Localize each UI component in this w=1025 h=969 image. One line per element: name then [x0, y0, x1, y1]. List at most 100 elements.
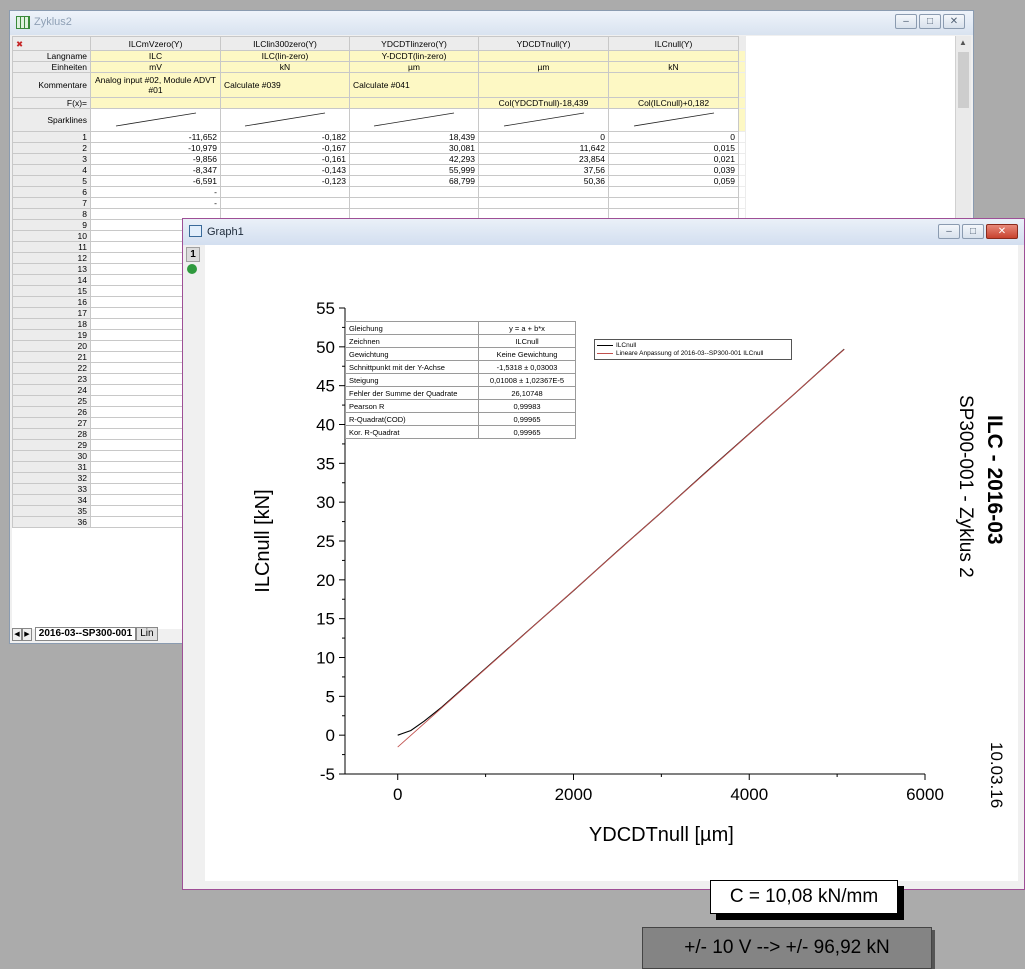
row-header[interactable]: 26	[12, 406, 91, 418]
meta-cell[interactable]	[220, 108, 350, 132]
row-header[interactable]: 15	[12, 285, 91, 297]
data-cell[interactable]: -	[90, 197, 221, 209]
row-header[interactable]: 24	[12, 384, 91, 396]
layer-badge[interactable]: 1	[186, 247, 200, 262]
tab-prev-icon[interactable]: ◀	[12, 628, 22, 641]
scrollbar-thumb[interactable]	[958, 52, 969, 108]
meta-cell[interactable]: Col(YDCDTnull)-18,439	[478, 97, 609, 109]
meta-cell[interactable]: µm	[349, 61, 479, 73]
row-header[interactable]: 28	[12, 428, 91, 440]
data-cell[interactable]: -0,167	[220, 142, 350, 154]
row-header[interactable]: 30	[12, 450, 91, 462]
data-cell[interactable]: -11,652	[90, 131, 221, 143]
row-header[interactable]: 21	[12, 351, 91, 363]
meta-cell[interactable]: Calculate #039	[220, 72, 350, 98]
row-header[interactable]: 17	[12, 307, 91, 319]
graph-maximize-button[interactable]: □	[962, 224, 984, 239]
row-header[interactable]: 33	[12, 483, 91, 495]
row-header[interactable]: 6	[12, 186, 91, 198]
tab-next-icon[interactable]: ▶	[22, 628, 32, 641]
column-header[interactable]: YDCDTnull(Y)	[478, 36, 609, 51]
data-cell[interactable]: 0,021	[608, 153, 739, 165]
data-cell[interactable]: 68,799	[349, 175, 479, 187]
row-header[interactable]: 29	[12, 439, 91, 451]
data-cell[interactable]	[478, 197, 609, 209]
meta-cell[interactable]: Col(ILCnull)+0,182	[608, 97, 739, 109]
data-cell[interactable]: -8,347	[90, 164, 221, 176]
meta-cell[interactable]	[608, 50, 739, 62]
meta-cell[interactable]	[478, 108, 609, 132]
data-cell[interactable]: -9,856	[90, 153, 221, 165]
meta-cell[interactable]	[220, 97, 350, 109]
row-header[interactable]: 13	[12, 263, 91, 275]
data-cell[interactable]: 55,999	[349, 164, 479, 176]
data-cell[interactable]: -6,591	[90, 175, 221, 187]
row-header[interactable]: 18	[12, 318, 91, 330]
column-header[interactable]: ILCnull(Y)	[608, 36, 739, 51]
graph-close-button[interactable]: ✕	[986, 224, 1018, 239]
row-header[interactable]: 4	[12, 164, 91, 176]
meta-cell[interactable]	[478, 50, 609, 62]
row-header[interactable]: 36	[12, 516, 91, 528]
row-header[interactable]: 23	[12, 373, 91, 385]
row-header[interactable]: 31	[12, 461, 91, 473]
sheet-tab-active[interactable]: 2016-03--SP300-001	[34, 627, 137, 641]
row-header[interactable]: 20	[12, 340, 91, 352]
meta-cell[interactable]: mV	[90, 61, 221, 73]
column-header[interactable]: YDCDTlinzero(Y)	[349, 36, 479, 51]
row-header[interactable]: 32	[12, 472, 91, 484]
data-cell[interactable]: 50,36	[478, 175, 609, 187]
data-cell[interactable]	[220, 197, 350, 209]
data-cell[interactable]	[349, 197, 479, 209]
row-header[interactable]: 35	[12, 505, 91, 517]
meta-cell[interactable]	[608, 108, 739, 132]
row-header[interactable]: 2	[12, 142, 91, 154]
data-cell[interactable]: -0,161	[220, 153, 350, 165]
data-cell[interactable]: 30,081	[349, 142, 479, 154]
column-header[interactable]: ILCmVzero(Y)	[90, 36, 221, 51]
data-cell[interactable]: -0,182	[220, 131, 350, 143]
data-cell[interactable]	[608, 197, 739, 209]
meta-cell[interactable]: Analog input #02, Module ADVT #01	[90, 72, 221, 98]
row-header[interactable]: 11	[12, 241, 91, 253]
row-header[interactable]: 14	[12, 274, 91, 286]
meta-cell[interactable]: kN	[220, 61, 350, 73]
scroll-up-icon[interactable]: ▲	[959, 38, 967, 47]
column-header[interactable]: ILClin300zero(Y)	[220, 36, 350, 51]
meta-cell[interactable]	[90, 108, 221, 132]
data-cell[interactable]: 42,293	[349, 153, 479, 165]
data-cell[interactable]: 37,56	[478, 164, 609, 176]
data-cell[interactable]: 11,642	[478, 142, 609, 154]
data-cell[interactable]: 0	[478, 131, 609, 143]
row-header[interactable]: 27	[12, 417, 91, 429]
meta-cell[interactable]: µm	[478, 61, 609, 73]
lock-icon[interactable]	[187, 264, 197, 274]
row-header[interactable]: 12	[12, 252, 91, 264]
data-cell[interactable]	[478, 186, 609, 198]
data-cell[interactable]: 0,059	[608, 175, 739, 187]
close-button[interactable]: ✕	[943, 14, 965, 29]
row-header[interactable]: 5	[12, 175, 91, 187]
row-header[interactable]: 10	[12, 230, 91, 242]
sheet-tab-other[interactable]: Lin	[136, 627, 158, 641]
meta-cell[interactable]: ILC(lin-zero)	[220, 50, 350, 62]
meta-cell[interactable]	[349, 108, 479, 132]
meta-cell[interactable]	[608, 72, 739, 98]
data-cell[interactable]	[608, 186, 739, 198]
meta-cell[interactable]	[90, 97, 221, 109]
row-header[interactable]: 1	[12, 131, 91, 143]
row-header[interactable]: 7	[12, 197, 91, 209]
data-cell[interactable]: -0,143	[220, 164, 350, 176]
meta-cell[interactable]: kN	[608, 61, 739, 73]
row-header[interactable]: 34	[12, 494, 91, 506]
row-header[interactable]: 19	[12, 329, 91, 341]
corner-select-icon[interactable]: ✖	[12, 36, 91, 51]
legend[interactable]: ILCnull Lineare Anpassung of 2016-03--SP…	[594, 339, 792, 360]
row-header[interactable]: 9	[12, 219, 91, 231]
graph-titlebar[interactable]: Graph1 – □ ✕	[183, 219, 1024, 245]
row-header[interactable]: 8	[12, 208, 91, 220]
meta-cell[interactable]: Calculate #041	[349, 72, 479, 98]
meta-cell[interactable]: Y-DCDT(lin-zero)	[349, 50, 479, 62]
data-cell[interactable]: -	[90, 186, 221, 198]
data-cell[interactable]: -10,979	[90, 142, 221, 154]
